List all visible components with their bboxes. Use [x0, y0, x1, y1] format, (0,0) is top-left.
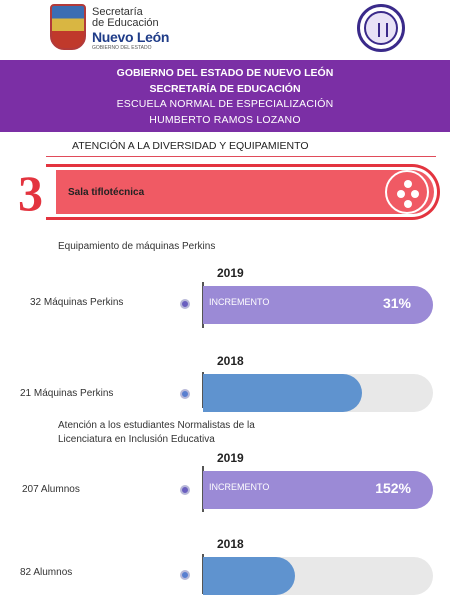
section-name: Sala tiflotécnica [68, 187, 145, 198]
progress-fill [203, 471, 433, 509]
section-divider [46, 156, 436, 157]
braille-dots-icon [385, 170, 429, 214]
group2-label-2019: 207 Alumnos [22, 484, 80, 495]
group2-year-2019: 2019 [217, 451, 244, 465]
band-line-3: ESCUELA NORMAL DE ESPECIALIZACIÓN [116, 98, 334, 110]
section-bar-outline [46, 164, 440, 220]
group1-year-2019: 2019 [217, 266, 244, 280]
group2-year-2018: 2018 [217, 537, 244, 551]
bullet-marker-icon [180, 570, 190, 580]
increment-label: INCREMENTO [209, 297, 270, 307]
state-shield-icon [50, 4, 86, 50]
increment-percent: 152% [375, 480, 411, 496]
school-seal-icon [357, 4, 405, 52]
progress-track [203, 374, 433, 412]
band-line-2: SECRETARÍA DE EDUCACIÓN [149, 83, 301, 95]
bullet-marker-icon [180, 299, 190, 309]
group1-label-2019: 32 Máquinas Perkins [30, 297, 124, 308]
logo-text-line3: Nuevo León [92, 29, 170, 45]
group1-label-2018: 21 Máquinas Perkins [20, 388, 114, 399]
progress-track: INCREMENTO 152% [203, 471, 433, 509]
logo-text-line4: GOBIERNO DEL ESTADO [92, 45, 152, 51]
band-line-4: HUMBERTO RAMOS LOZANO [149, 114, 301, 126]
logo-text-line2: de Educación [92, 17, 159, 29]
group1-subtitle: Equipamiento de máquinas Perkins [58, 241, 216, 252]
band-line-1: GOBIERNO DEL ESTADO DE NUEVO LEÓN [116, 67, 334, 79]
logo-text-line1: Secretaría [92, 6, 143, 18]
bullet-marker-icon [180, 389, 190, 399]
progress-fill [203, 286, 433, 324]
increment-label: INCREMENTO [209, 482, 270, 492]
section-bar [56, 170, 434, 214]
progress-track: INCREMENTO 31% [203, 286, 433, 324]
group2-subtitle-line2: Licenciatura en Inclusión Educativa [58, 434, 215, 445]
group1-year-2018: 2018 [217, 354, 244, 368]
increment-percent: 31% [382, 295, 411, 311]
progress-fill [203, 374, 362, 412]
group2-label-2018: 82 Alumnos [20, 567, 73, 578]
secretaria-educacion-logo: Secretaría de Educación Nuevo León GOBIE… [50, 4, 170, 56]
title-band: GOBIERNO DEL ESTADO DE NUEVO LEÓN SECRET… [0, 60, 450, 132]
group2-subtitle-line1: Atención a los estudiantes Normalistas d… [58, 420, 255, 431]
section-number: 3 [18, 165, 43, 221]
progress-fill [203, 557, 295, 595]
bullet-marker-icon [180, 485, 190, 495]
progress-track [203, 557, 433, 595]
section-title: ATENCIÓN A LA DIVERSIDAD Y EQUIPAMIENTO [72, 140, 309, 152]
